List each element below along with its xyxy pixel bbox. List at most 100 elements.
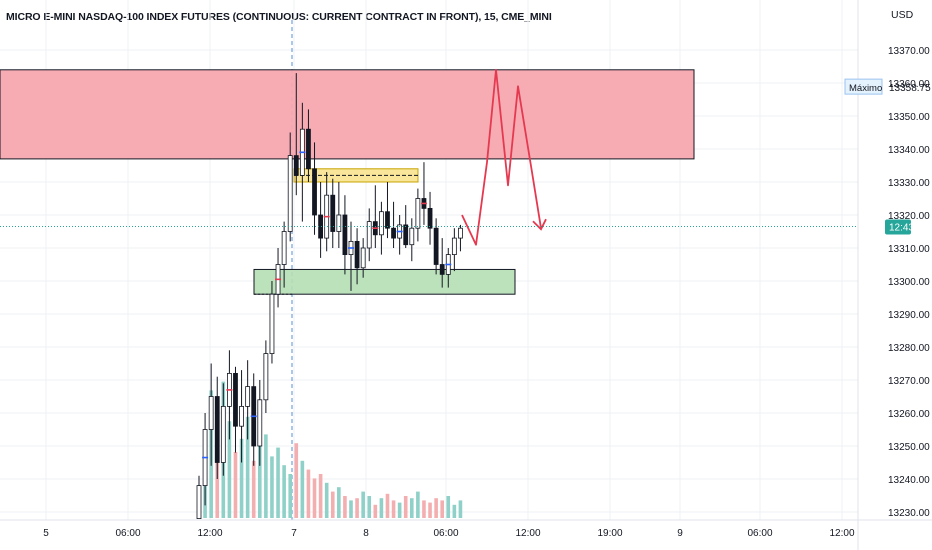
volume-bar (270, 456, 274, 518)
y-tick-label: 13330.00 (888, 178, 930, 189)
volume-bar (300, 460, 305, 518)
candle-body (451, 237, 457, 256)
volume-bar (385, 493, 390, 518)
y-tick-label: 13240.00 (888, 475, 930, 486)
volume-bar (251, 460, 256, 518)
projection-path (461, 68, 542, 246)
volume-bar (330, 491, 335, 518)
x-tick-label: 5 (43, 528, 49, 539)
volume-bar (379, 498, 384, 518)
candle-body (415, 198, 421, 229)
volume-bar (434, 498, 438, 518)
x-tick-label: 8 (363, 528, 369, 539)
y-tick-label: 13290.00 (888, 310, 930, 321)
volume-bar (312, 478, 317, 518)
candle-body (336, 214, 342, 232)
volume-bar (428, 502, 432, 518)
candle-body (239, 405, 244, 427)
volume-bar (361, 491, 365, 518)
y-tick-label: 13360.00 (888, 79, 930, 90)
x-tick-label: 12:00 (829, 528, 854, 539)
candle-body (427, 207, 433, 229)
volume-bar (355, 498, 359, 518)
candle-body (263, 353, 269, 401)
volume-bar (349, 500, 353, 518)
candle-body (458, 227, 463, 239)
volume-bar (397, 502, 402, 518)
x-tick-label: 12:00 (515, 528, 540, 539)
volume-bar (318, 474, 323, 518)
volume-bar (264, 434, 268, 518)
volume-bar (458, 500, 463, 518)
zone-resistance (0, 69, 695, 160)
current-time-label: 12:43 (889, 223, 914, 234)
x-tick-label: 06:00 (747, 528, 772, 539)
volume-bar (324, 482, 329, 518)
volume-bar (294, 443, 299, 518)
candle-body (360, 247, 366, 269)
volume-bar (452, 504, 457, 518)
volume-bar (343, 496, 347, 518)
volume-bar (367, 496, 372, 518)
currency-label: USD (891, 9, 914, 21)
candle-body (366, 221, 372, 249)
volume-bar (403, 496, 408, 518)
current-price-badge (885, 219, 911, 235)
candle-body (287, 155, 293, 232)
volume-bar (306, 469, 311, 518)
y-tick-label: 13230.00 (888, 508, 930, 519)
volume-bar (245, 416, 250, 518)
volume-bar (440, 500, 444, 518)
high-label-box (844, 78, 883, 95)
y-tick-label: 13320.00 (888, 211, 930, 222)
volume-bar (288, 474, 292, 518)
y-tick-label: 13340.00 (888, 145, 930, 156)
candle-body (214, 396, 220, 463)
volume-bar (337, 487, 341, 518)
projection-arrowhead (532, 218, 547, 231)
x-tick-label: 06:00 (433, 528, 458, 539)
volume-bar (227, 421, 232, 518)
high-label: Máximo (849, 83, 882, 94)
y-tick-label: 13250.00 (888, 442, 930, 453)
candle-body (385, 211, 390, 229)
candle-body (269, 293, 275, 355)
x-tick-label: 06:00 (115, 528, 140, 539)
candle-body (439, 264, 445, 275)
volume-bar (239, 438, 244, 518)
candle-body (354, 240, 360, 269)
candle-body (245, 386, 251, 407)
x-tick-label: 19:00 (597, 528, 622, 539)
high-value: 13358.75 (889, 83, 931, 94)
x-tick-label: 9 (677, 528, 683, 539)
candle-body (220, 405, 226, 463)
candle-body (196, 485, 202, 520)
volume-bar (446, 496, 451, 518)
candle-body (391, 227, 396, 239)
y-tick-label: 13280.00 (888, 343, 930, 354)
candle-body (281, 231, 287, 265)
candle-body (342, 214, 348, 255)
candle-body (306, 128, 311, 170)
candle-body (403, 224, 409, 246)
volume-bar (422, 500, 426, 518)
x-tick-label: 12:00 (197, 528, 222, 539)
candle-body (433, 227, 439, 265)
candle-body (208, 396, 214, 430)
candle-body (233, 372, 238, 427)
candle-body (257, 399, 263, 447)
zone-support (253, 268, 516, 295)
y-tick-label: 13300.00 (888, 277, 930, 288)
y-tick-label: 13310.00 (888, 244, 930, 255)
x-tick-label: 7 (291, 528, 297, 539)
candle-body (312, 168, 317, 216)
candle-body (330, 194, 336, 232)
volume-bar (391, 500, 396, 518)
y-tick-label: 13350.00 (888, 112, 930, 123)
candle-body (293, 155, 299, 176)
volume-bar (373, 504, 378, 518)
chart-title: MICRO E-MINI NASDAQ-100 INDEX FUTURES (C… (6, 11, 552, 23)
volume-bar (410, 498, 414, 518)
